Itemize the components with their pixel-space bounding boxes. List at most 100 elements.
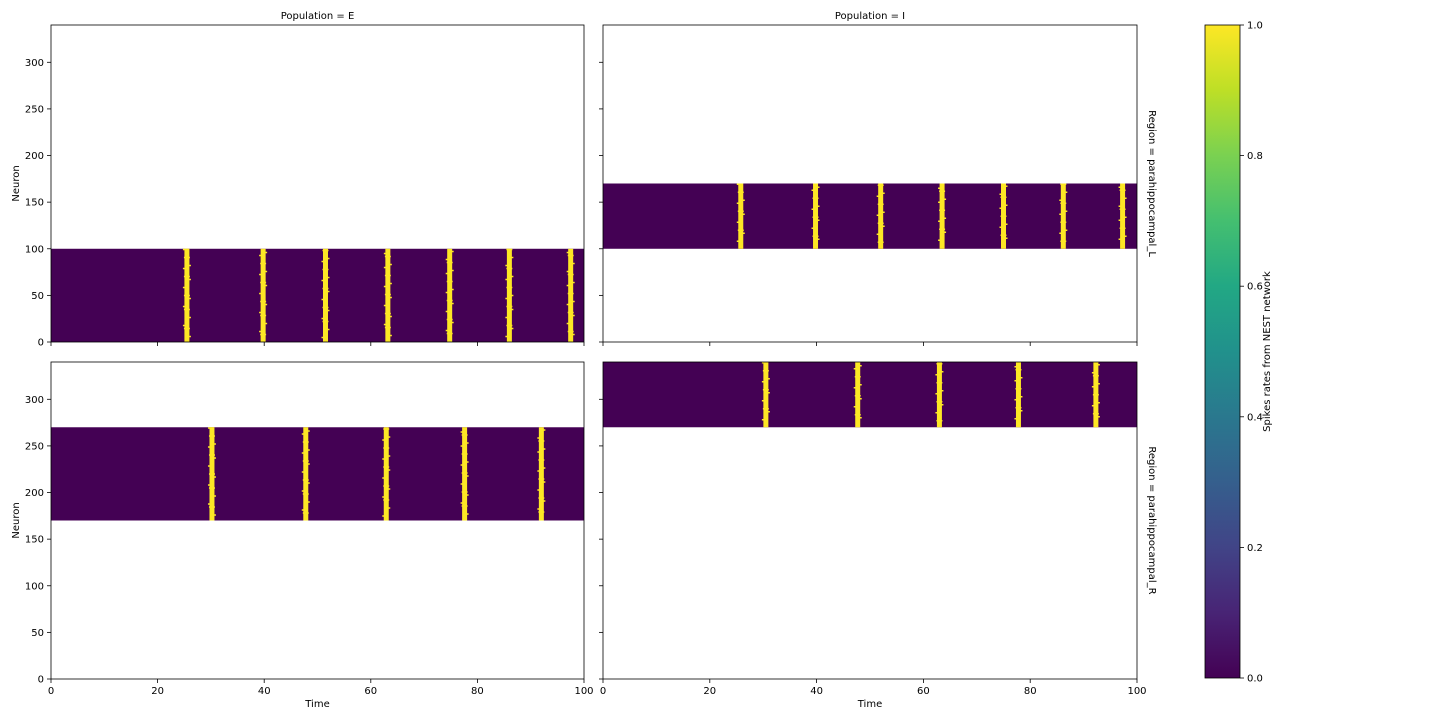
spike-jitter (460, 431, 467, 433)
spike-jitter (303, 501, 310, 503)
colorbar-tick-label: 0.8 (1247, 151, 1263, 162)
spike-jitter (207, 446, 214, 448)
spike-jitter (384, 274, 391, 277)
x-tick-label: 20 (151, 686, 164, 697)
spike-jitter (460, 445, 467, 447)
spike-jitter (1093, 416, 1100, 418)
spike-jitter (383, 252, 390, 255)
spike-jitter (938, 187, 945, 189)
spike-jitter (761, 362, 768, 364)
spike-jitter (761, 381, 768, 383)
spike-jitter (855, 365, 862, 367)
spike-jitter (261, 322, 268, 325)
spike-jitter (208, 473, 215, 475)
spike-jitter (854, 414, 861, 416)
spike-jitter (762, 389, 769, 391)
spike-jitter (566, 322, 573, 325)
spike-jitter (385, 263, 392, 266)
spike-jitter (940, 198, 947, 200)
spike-jitter (261, 284, 268, 287)
heatmap-panel-2 (599, 24, 1138, 346)
spike-jitter (446, 318, 453, 321)
spike-jitter (1061, 229, 1068, 231)
spike-jitter (462, 513, 469, 515)
spike-jitter (1120, 216, 1127, 218)
spike-jitter (507, 327, 514, 330)
spike-jitter (462, 442, 469, 444)
spike-jitter (207, 484, 214, 486)
spike-jitter (260, 262, 267, 265)
colorbar-tick-label: 0.6 (1247, 282, 1263, 293)
spike-jitter (761, 400, 768, 402)
spike-jitter (461, 472, 468, 474)
heatmap-panel-4: 0 20 40 60 80 100 (599, 361, 1147, 697)
spike-jitter (506, 267, 513, 270)
spike-jitter (940, 217, 947, 219)
spike-jitter (1092, 394, 1099, 396)
spike-jitter (321, 317, 328, 320)
spike-jitter (322, 287, 329, 290)
spike-jitter (505, 316, 512, 319)
spike-jitter (385, 296, 392, 299)
spike-jitter (568, 333, 575, 336)
x-tick-label: 20 (703, 686, 716, 697)
spike-jitter (321, 298, 328, 301)
x-tick-label: 40 (810, 686, 823, 697)
spike-jitter (447, 321, 454, 324)
spike-stripe (303, 427, 309, 521)
spike-jitter (507, 256, 514, 259)
y-tick-label: 100 (25, 244, 44, 255)
spike-stripe (936, 362, 942, 428)
y-tick-label: 0 (38, 338, 44, 349)
spike-jitter (539, 481, 546, 483)
y-tick-label: 200 (25, 151, 44, 162)
spike-jitter (567, 311, 574, 314)
spike-jitter (567, 330, 574, 333)
spike-jitter (261, 270, 268, 273)
spike-jitter (208, 435, 215, 437)
spike-jitter (813, 219, 820, 221)
spike-jitter (935, 412, 942, 414)
spike-jitter (382, 458, 389, 460)
spike-jitter (506, 248, 513, 251)
spike-jitter (567, 292, 574, 295)
y-tick-label: 250 (25, 441, 44, 452)
spike-stripe (538, 427, 544, 521)
spike-stripe (813, 183, 819, 249)
spike-stripe (568, 248, 574, 342)
spike-jitter (568, 300, 575, 303)
spike-jitter (1091, 405, 1098, 407)
x-tick-label: 0 (600, 686, 606, 697)
colorbar: 0.0 0.2 0.4 0.6 0.8 1.0 Spikes rates from NES… (1204, 21, 1273, 685)
colorbar-ticks: 0.0 0.2 0.4 0.6 0.8 1.0 (1240, 21, 1263, 685)
colorbar-tick-label: 0.4 (1247, 412, 1263, 423)
spike-stripe (260, 248, 266, 342)
spike-jitter (260, 333, 267, 336)
spike-jitter (538, 497, 545, 499)
spike-jitter (876, 214, 883, 216)
spike-jitter (1000, 196, 1007, 198)
spike-jitter (854, 395, 861, 397)
x-tick-label: 40 (258, 686, 271, 697)
panel-frame (50, 361, 585, 680)
x-axis-label-right: Time (857, 699, 882, 710)
spike-jitter (939, 190, 946, 192)
y-tick-label: 100 (25, 581, 44, 592)
spike-jitter (812, 197, 819, 199)
spike-jitter (259, 254, 266, 257)
x-axis-label-left: Time (304, 699, 329, 710)
x-tick-label: 60 (917, 686, 930, 697)
spike-jitter (385, 282, 392, 285)
spike-jitter (737, 191, 744, 193)
spike-jitter (460, 502, 467, 504)
colorbar-gradient (1204, 24, 1241, 679)
spike-jitter (811, 227, 818, 229)
spike-jitter (384, 255, 391, 258)
spike-jitter (208, 506, 215, 508)
spike-jitter (209, 443, 216, 445)
spike-jitter (1016, 396, 1023, 398)
spike-stripe (855, 362, 861, 428)
spike-jitter (447, 288, 454, 291)
spike-jitter (855, 398, 862, 400)
